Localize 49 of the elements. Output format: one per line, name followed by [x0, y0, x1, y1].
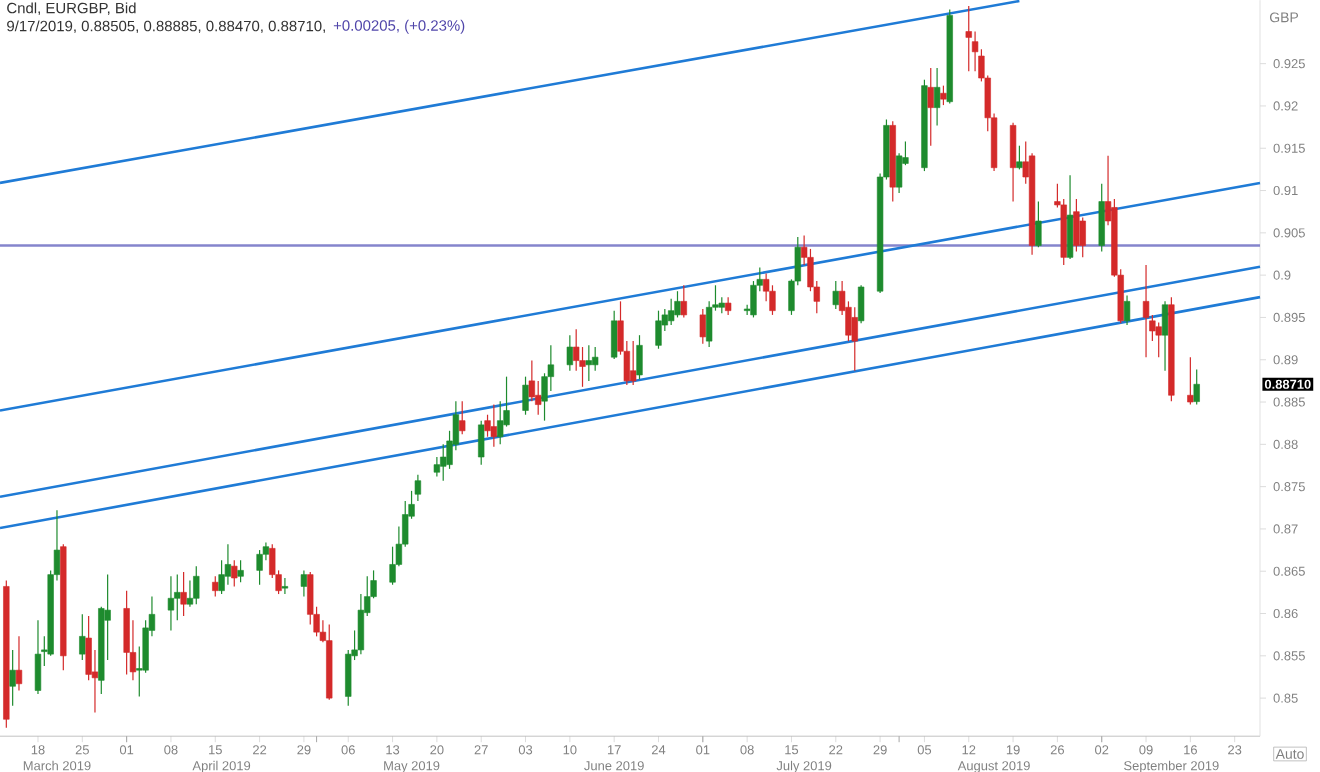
candlestick [680, 284, 687, 319]
candlestick [281, 577, 289, 595]
candlestick [1073, 198, 1080, 253]
candlestick [9, 649, 16, 707]
candlestick [927, 67, 934, 147]
candlestick [123, 590, 130, 676]
candlestick [212, 575, 219, 598]
candlestick [566, 334, 573, 372]
candlestick [490, 403, 498, 448]
candlestick [180, 571, 187, 617]
candlestick [167, 575, 175, 632]
candlestick [1098, 183, 1105, 253]
candlestick [832, 280, 839, 310]
candlestick [1009, 122, 1017, 203]
candlestick [611, 310, 618, 360]
candlestick [585, 344, 592, 382]
candlestick [459, 400, 466, 435]
candlestick [940, 85, 947, 106]
candlestick [655, 310, 662, 350]
candlestick [193, 565, 200, 605]
candlestick [15, 635, 23, 692]
candlestick [699, 308, 706, 345]
candlestick [851, 306, 858, 372]
candlestick [478, 420, 485, 466]
candlestick [224, 543, 232, 586]
candlestick [1079, 217, 1086, 258]
candlestick [231, 559, 238, 588]
candlestick [34, 619, 42, 695]
candlestick [636, 334, 643, 380]
candlestick [300, 569, 308, 598]
candlestick [933, 67, 941, 126]
candlestick [1161, 300, 1169, 372]
candlestick [1142, 264, 1150, 358]
candlestick [857, 284, 865, 324]
candlestick [79, 613, 86, 661]
candlestick [1123, 294, 1131, 326]
candlestick [237, 559, 244, 583]
candlestick [1016, 145, 1023, 170]
candlestick [1193, 368, 1200, 406]
candlestick [1066, 174, 1074, 260]
candlestick [1187, 356, 1194, 406]
candlestick [668, 298, 675, 326]
candlestick [965, 5, 972, 72]
candlestick [256, 549, 263, 586]
candlestick [630, 340, 637, 386]
candlestick [522, 376, 529, 416]
candlestick [1035, 200, 1042, 248]
candlestick [674, 290, 681, 319]
candlestick [1155, 321, 1162, 358]
